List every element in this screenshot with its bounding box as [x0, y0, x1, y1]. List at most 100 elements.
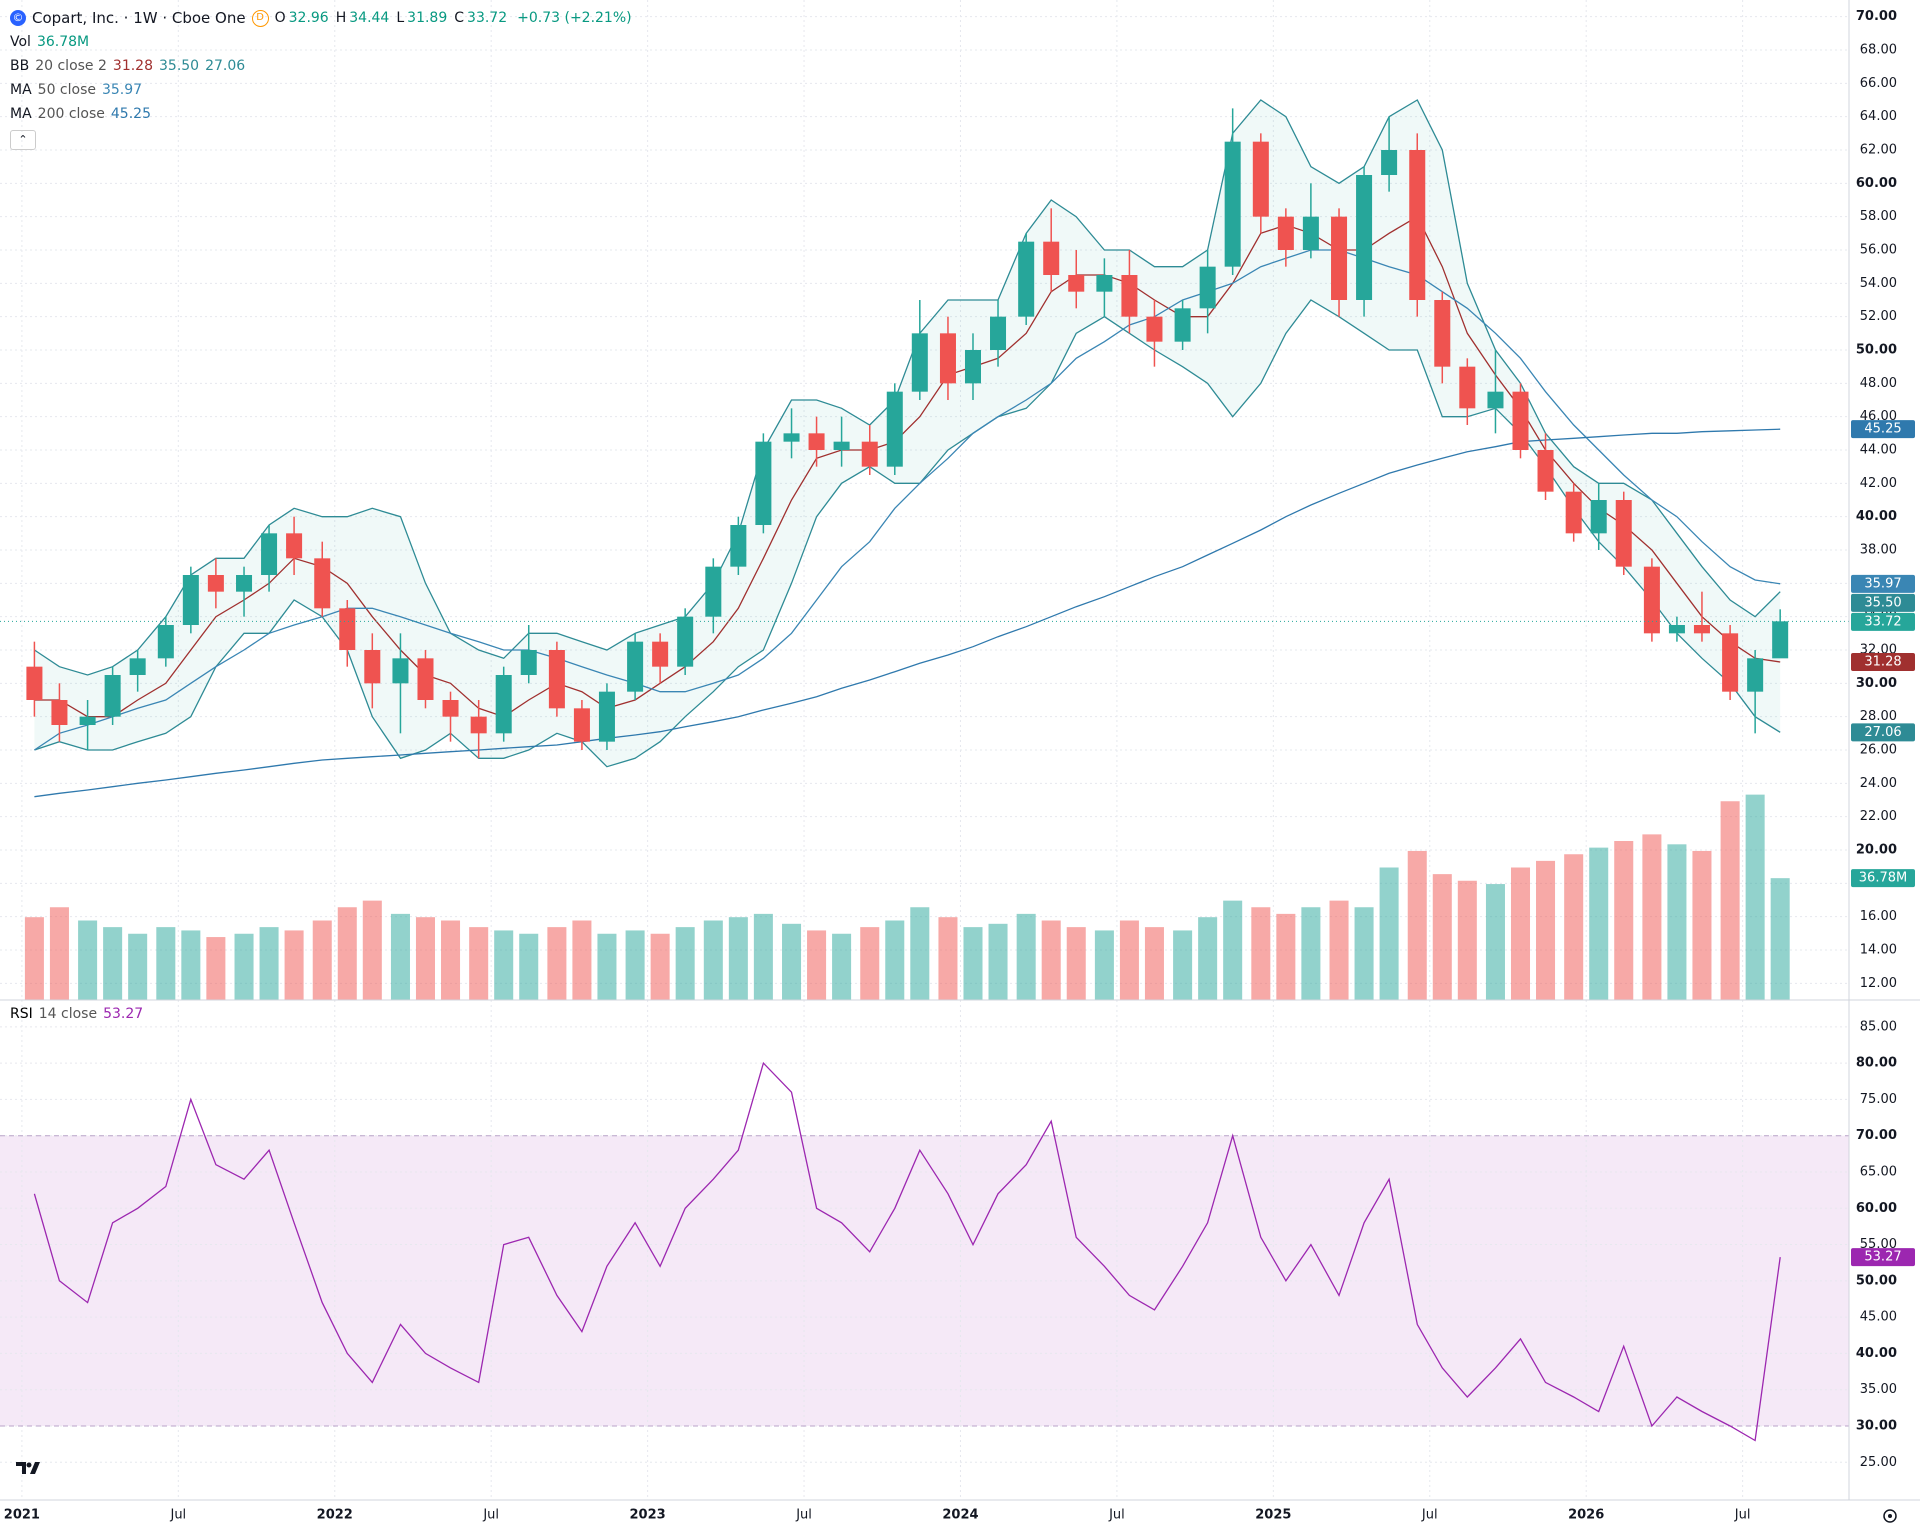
rsi-params: 14 close: [38, 1006, 98, 1022]
volume-bar: [1276, 913, 1296, 1000]
overlay-legend: MA 50 close 35.97: [10, 78, 632, 102]
rsi-legend: RSI 14 close 53.27: [10, 1006, 143, 1022]
volume-bar: [519, 933, 539, 1000]
volume-bar: [703, 920, 723, 1000]
volume-bar: [1041, 920, 1061, 1000]
rsi-tick-label: 45.00: [1860, 1310, 1897, 1325]
candle-body: [1068, 275, 1085, 292]
y-tick-label: 66.00: [1860, 76, 1897, 91]
x-tick-label: Jul: [1108, 1508, 1125, 1523]
overlay-label: BB: [10, 58, 30, 74]
volume-bar: [1614, 841, 1634, 1000]
price-badge-label: 27.06: [1864, 725, 1901, 740]
y-tick-label: 52.00: [1860, 309, 1897, 324]
candle-body: [470, 716, 487, 734]
volume-bar: [963, 927, 983, 1000]
candle-body: [705, 566, 722, 617]
price-badge: [1851, 574, 1915, 593]
volume-bar: [938, 917, 958, 1000]
rsi-tick-label: 40.00: [1856, 1346, 1897, 1361]
candle-body: [495, 675, 512, 734]
candle-body: [79, 716, 96, 725]
y-tick-label: 58.00: [1860, 209, 1897, 224]
candle-body: [548, 650, 565, 709]
candle-body: [990, 316, 1007, 350]
overlay-value: 45.25: [110, 106, 151, 122]
volume-bar: [312, 920, 332, 1000]
volume-bar: [469, 927, 489, 1000]
volume-bar: [1667, 844, 1687, 1000]
volume-bar: [441, 920, 461, 1000]
candle-body: [261, 533, 278, 575]
candle-body: [1096, 275, 1113, 292]
candle-body: [573, 708, 590, 742]
volume-bar: [128, 933, 148, 1000]
y-tick-label: 40.00: [1856, 509, 1897, 524]
candle-body: [1018, 241, 1035, 317]
volume-bar: [1510, 867, 1531, 1000]
volume-bar: [206, 937, 226, 1000]
volume-bar: [547, 927, 567, 1000]
y-tick-label: 64.00: [1860, 109, 1897, 124]
volume-bar: [650, 933, 670, 1000]
candle-body: [1459, 366, 1476, 409]
candle-body: [207, 575, 224, 592]
candle-body: [104, 675, 121, 717]
volume-bar: [1223, 900, 1243, 1000]
candle-body: [1590, 500, 1607, 534]
y-tick-label: 62.00: [1860, 143, 1897, 158]
overlay-value: 31.28: [112, 58, 153, 74]
candle-body: [1565, 491, 1582, 534]
volume-bar: [1354, 907, 1374, 1000]
candle-body: [1722, 633, 1739, 692]
candle-body: [911, 333, 928, 392]
price-badge: [1851, 723, 1915, 742]
vol-row: Vol 36.78M: [10, 30, 632, 54]
price-badge-label: 35.50: [1864, 595, 1901, 610]
candle-body: [392, 658, 409, 684]
y-tick-label: 48.00: [1860, 376, 1897, 391]
volume-bar: [1173, 930, 1193, 1000]
candle-body: [1331, 216, 1348, 300]
ohlc-key: O: [274, 10, 286, 26]
candle-body: [442, 700, 459, 717]
candle-body: [182, 575, 199, 625]
candle-body: [1356, 175, 1373, 300]
settings-ring: [1883, 1509, 1897, 1523]
x-tick-label: Jul: [1421, 1508, 1438, 1523]
settings-icon[interactable]: [1883, 1509, 1897, 1523]
rsi-tick-label: 35.00: [1860, 1382, 1897, 1397]
y-tick-label: 44.00: [1860, 443, 1897, 458]
x-tick-label: Jul: [482, 1508, 499, 1523]
candle-body: [627, 641, 644, 692]
indicator-line: [34, 249, 1781, 751]
price-badge-label: 53.27: [1864, 1250, 1901, 1265]
candle-body: [1409, 150, 1426, 300]
price-badge: [1851, 1248, 1915, 1267]
y-tick-label: 50.00: [1856, 343, 1897, 358]
x-tick-label: 2026: [1568, 1508, 1604, 1523]
candle-body: [1043, 241, 1060, 275]
rsi-tick-label: 75.00: [1860, 1092, 1897, 1107]
volume-bar: [988, 923, 1008, 1000]
candle-body: [730, 525, 747, 567]
candle-body: [1199, 266, 1216, 309]
volume-bar: [1485, 884, 1505, 1000]
ohlc-key: H: [335, 10, 347, 26]
volume-bar: [156, 927, 176, 1000]
indicator-line: [34, 299, 1781, 768]
x-tick-label: 2023: [630, 1508, 666, 1523]
candle-body: [1174, 308, 1191, 342]
candle-body: [157, 625, 174, 659]
candle-body: [26, 666, 43, 700]
x-tick-label: Jul: [795, 1508, 812, 1523]
candle-body: [964, 350, 982, 384]
overlay-value: 35.50: [159, 58, 200, 74]
logo: ©: [10, 10, 26, 26]
volume-bar: [234, 933, 254, 1000]
indicator-line: [34, 428, 1781, 798]
price-badge-label: 35.97: [1864, 576, 1901, 591]
volume-bar: [625, 930, 645, 1000]
rsi-value: 53.27: [103, 1006, 144, 1022]
collapse-button[interactable]: ⌃: [10, 130, 36, 150]
